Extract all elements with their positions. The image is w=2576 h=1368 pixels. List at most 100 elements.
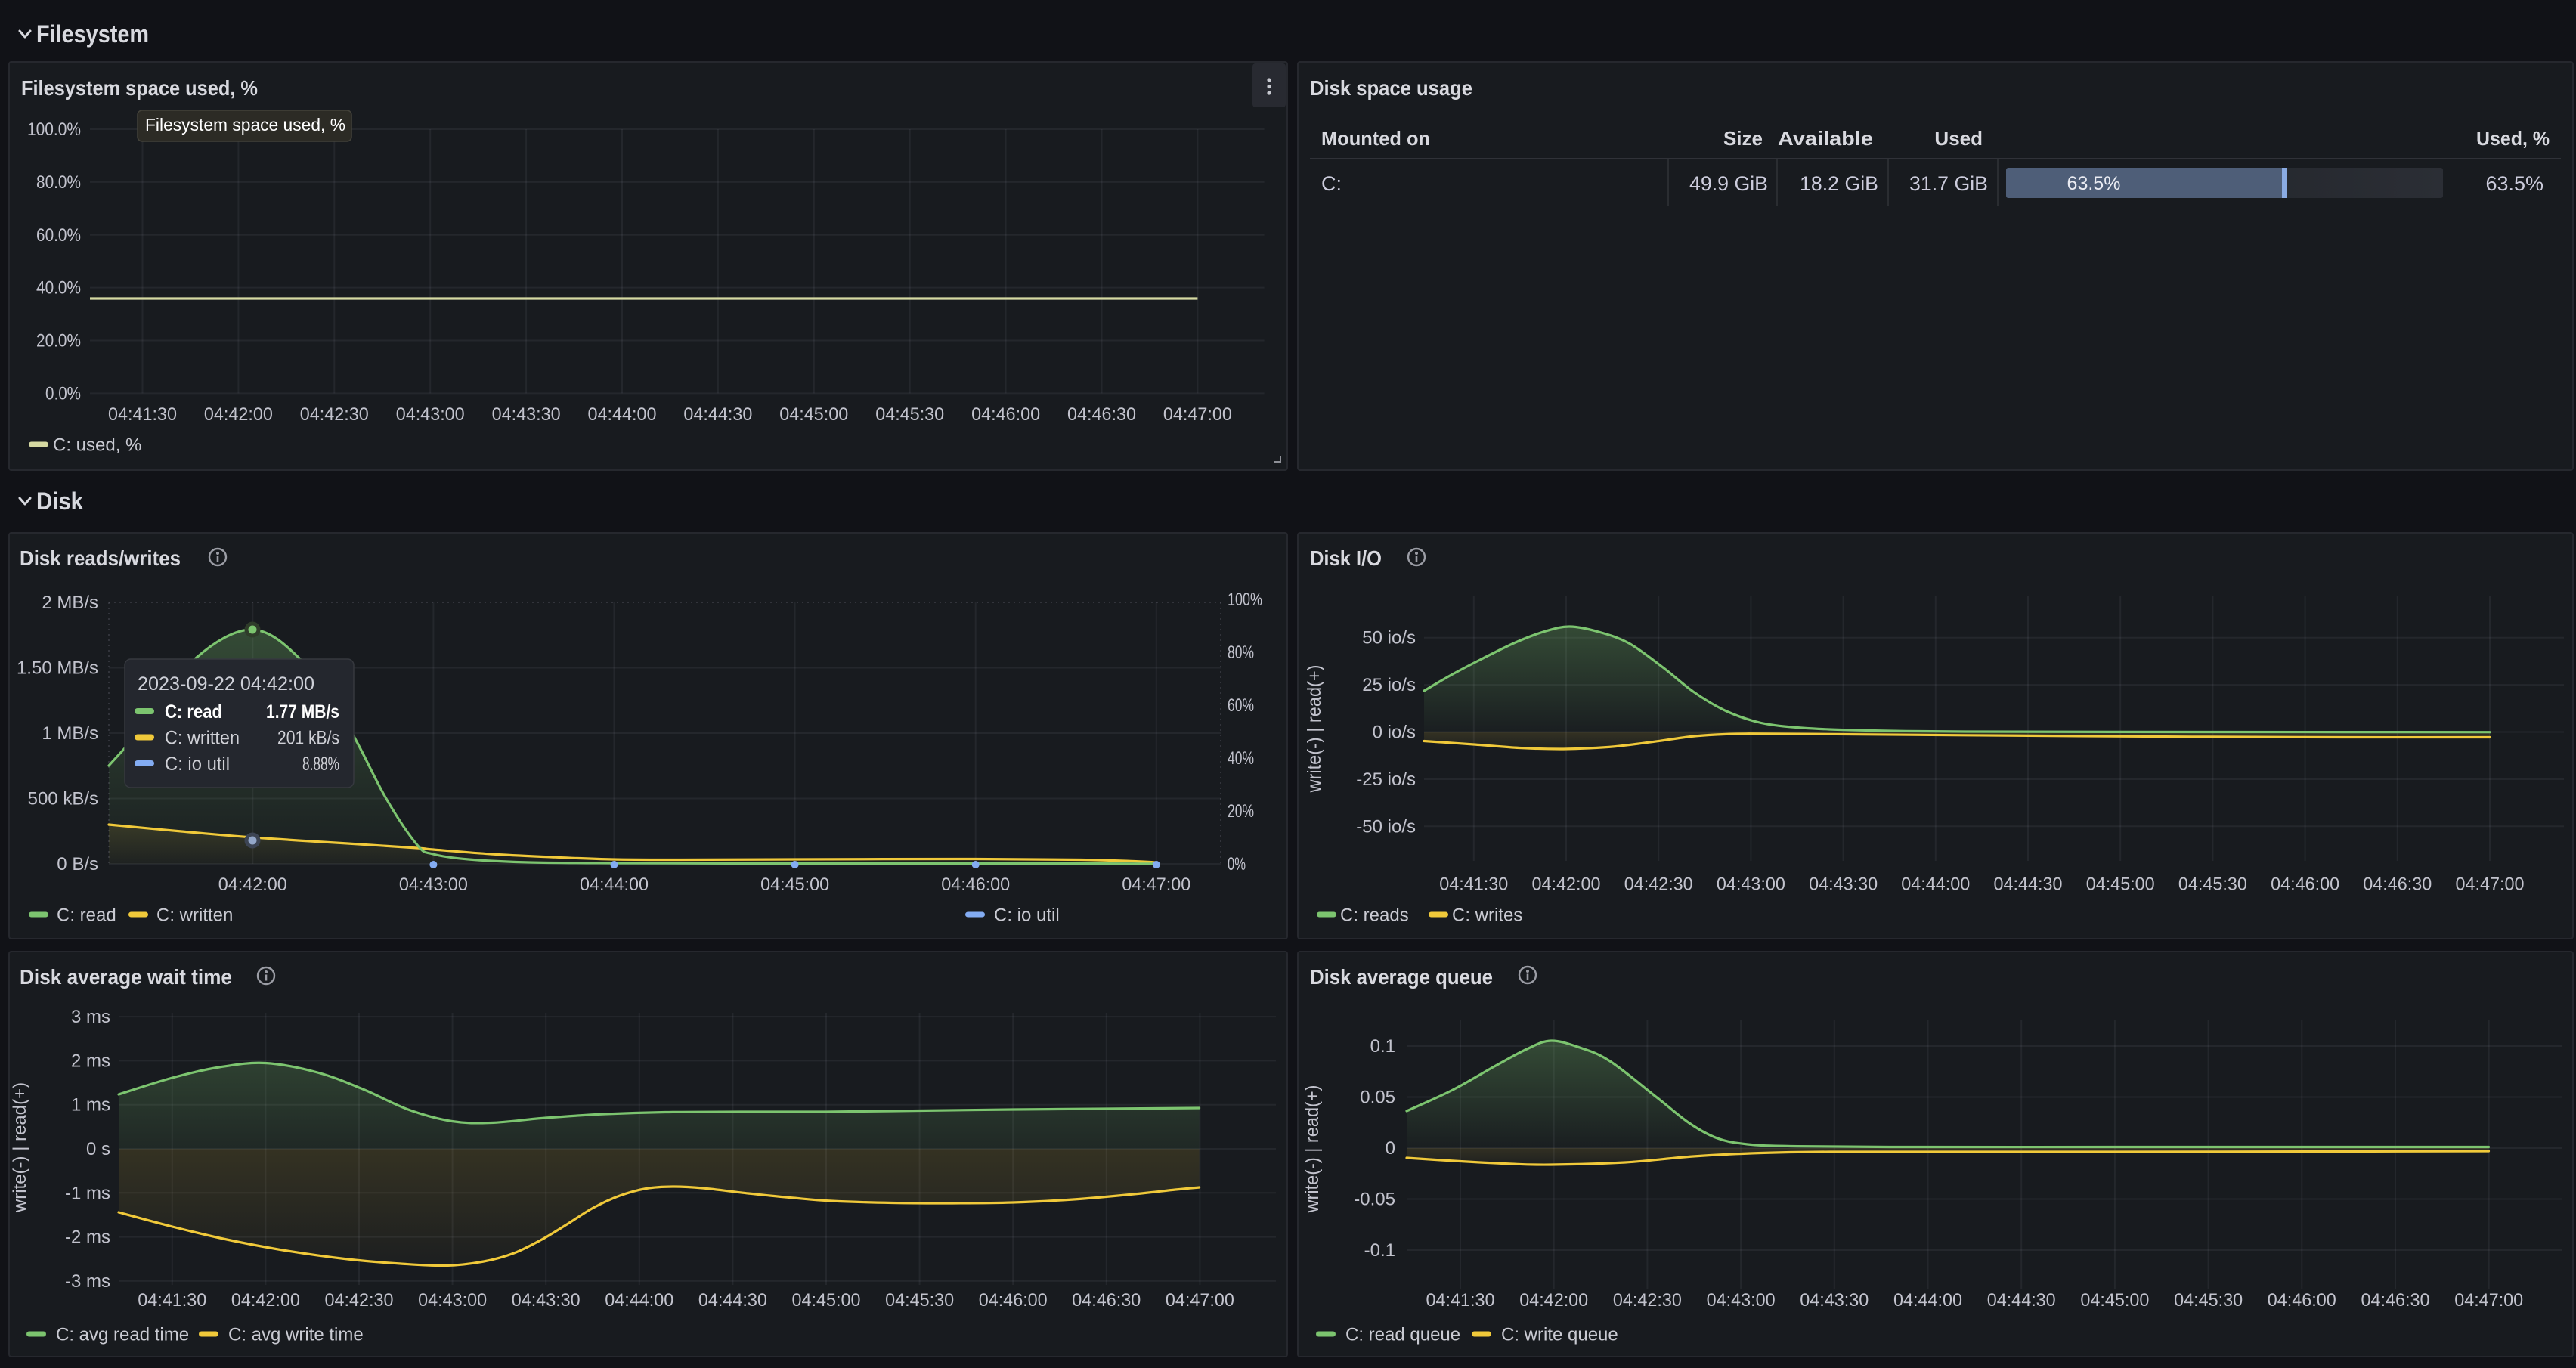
svg-text:2 MB/s: 2 MB/s (42, 593, 98, 613)
svg-text:500 kB/s: 500 kB/s (28, 789, 98, 809)
svg-text:04:42:30: 04:42:30 (1624, 874, 1693, 895)
svg-text:04:44:00: 04:44:00 (580, 874, 649, 895)
svg-text:Filesystem space used, %: Filesystem space used, % (21, 76, 258, 100)
svg-text:04:46:00: 04:46:00 (2268, 1290, 2336, 1311)
svg-text:04:44:00: 04:44:00 (1901, 874, 1970, 895)
svg-text:04:41:30: 04:41:30 (108, 404, 177, 425)
svg-text:04:44:30: 04:44:30 (698, 1290, 767, 1311)
svg-text:04:46:30: 04:46:30 (2361, 1290, 2430, 1311)
svg-text:04:46:30: 04:46:30 (1067, 404, 1136, 425)
svg-text:0 s: 0 s (86, 1139, 110, 1159)
svg-text:04:45:00: 04:45:00 (792, 1290, 861, 1311)
svg-text:80.0%: 80.0% (36, 172, 81, 193)
svg-text:write(-) | read(+): write(-) | read(+) (1302, 1085, 1323, 1214)
svg-text:Disk average wait time: Disk average wait time (20, 965, 232, 989)
svg-text:31.7 GiB: 31.7 GiB (1909, 172, 1988, 195)
svg-text:04:42:30: 04:42:30 (300, 404, 369, 425)
svg-text:1 MB/s: 1 MB/s (42, 723, 98, 744)
svg-text:04:42:30: 04:42:30 (325, 1290, 394, 1311)
svg-text:63.5%: 63.5% (2067, 173, 2121, 194)
svg-text:Used, %: Used, % (2476, 127, 2550, 150)
svg-text:04:42:00: 04:42:00 (1532, 874, 1601, 895)
svg-text:0.0%: 0.0% (45, 383, 81, 404)
svg-text:04:47:00: 04:47:00 (2456, 874, 2525, 895)
svg-text:04:43:30: 04:43:30 (1800, 1290, 1869, 1311)
svg-text:04:43:00: 04:43:00 (418, 1290, 487, 1311)
svg-text:C: read: C: read (57, 905, 116, 926)
svg-text:C:: C: (1321, 172, 1342, 195)
svg-text:04:44:30: 04:44:30 (1994, 874, 2063, 895)
svg-text:04:44:30: 04:44:30 (683, 404, 752, 425)
svg-text:04:45:00: 04:45:00 (2080, 1290, 2149, 1311)
svg-text:04:45:30: 04:45:30 (2178, 874, 2247, 895)
svg-text:04:44:30: 04:44:30 (1987, 1290, 2056, 1311)
svg-text:04:46:00: 04:46:00 (2271, 874, 2339, 895)
svg-text:100.0%: 100.0% (27, 119, 81, 140)
svg-text:Filesystem space used, %: Filesystem space used, % (145, 115, 345, 135)
svg-text:04:45:30: 04:45:30 (2174, 1290, 2243, 1311)
svg-text:04:41:30: 04:41:30 (1439, 874, 1508, 895)
svg-text:04:46:00: 04:46:00 (979, 1290, 1048, 1311)
svg-text:Mounted on: Mounted on (1321, 127, 1430, 150)
svg-text:2 ms: 2 ms (71, 1051, 110, 1071)
svg-text:04:41:30: 04:41:30 (138, 1290, 206, 1311)
svg-text:04:43:30: 04:43:30 (492, 404, 561, 425)
svg-text:04:43:00: 04:43:00 (399, 874, 468, 895)
svg-text:0 B/s: 0 B/s (57, 854, 98, 874)
svg-text:20.0%: 20.0% (36, 331, 81, 351)
svg-text:-0.05: -0.05 (1354, 1190, 1395, 1210)
svg-text:Disk: Disk (36, 487, 83, 515)
svg-text:C: io util: C: io util (165, 754, 230, 775)
svg-text:0%: 0% (1228, 854, 1246, 874)
svg-text:Size: Size (1723, 127, 1763, 150)
svg-text:04:42:00: 04:42:00 (204, 404, 273, 425)
svg-text:C: read: C: read (165, 701, 222, 723)
svg-text:18.2 GiB: 18.2 GiB (1800, 172, 1878, 195)
svg-text:-3 ms: -3 ms (65, 1271, 110, 1292)
svg-text:04:42:30: 04:42:30 (1613, 1290, 1682, 1311)
svg-text:04:45:00: 04:45:00 (760, 874, 829, 895)
svg-text:63.5%: 63.5% (2485, 172, 2543, 195)
svg-text:04:44:00: 04:44:00 (588, 404, 657, 425)
svg-text:100%: 100% (1228, 590, 1262, 610)
svg-text:write(-) | read(+): write(-) | read(+) (1304, 665, 1325, 794)
svg-text:C: avg write time: C: avg write time (228, 1325, 364, 1345)
svg-text:40.0%: 40.0% (36, 278, 81, 299)
svg-text:04:45:00: 04:45:00 (779, 404, 848, 425)
svg-text:Disk reads/writes: Disk reads/writes (20, 546, 181, 570)
svg-text:Disk I/O: Disk I/O (1310, 546, 1382, 570)
svg-text:-50 io/s: -50 io/s (1356, 816, 1416, 837)
svg-text:C: write queue: C: write queue (1501, 1325, 1618, 1345)
svg-text:04:46:30: 04:46:30 (1072, 1290, 1141, 1311)
svg-text:-25 io/s: -25 io/s (1356, 769, 1416, 790)
svg-text:04:43:00: 04:43:00 (1707, 1290, 1776, 1311)
svg-text:Available: Available (1778, 127, 1873, 150)
svg-text:04:42:00: 04:42:00 (218, 874, 287, 895)
svg-text:C: written: C: written (165, 728, 240, 749)
svg-text:C: read queue: C: read queue (1345, 1325, 1460, 1345)
svg-text:3 ms: 3 ms (71, 1007, 110, 1027)
svg-text:1.50 MB/s: 1.50 MB/s (17, 658, 98, 679)
svg-text:25 io/s: 25 io/s (1362, 675, 1416, 695)
svg-text:04:42:00: 04:42:00 (1519, 1290, 1588, 1311)
svg-text:04:43:00: 04:43:00 (1717, 874, 1785, 895)
svg-text:Used: Used (1934, 127, 1983, 150)
svg-text:04:44:00: 04:44:00 (1893, 1290, 1962, 1311)
svg-text:04:43:00: 04:43:00 (396, 404, 465, 425)
svg-text:04:47:00: 04:47:00 (1122, 874, 1190, 895)
svg-text:write(-) | read(+): write(-) | read(+) (10, 1082, 30, 1213)
svg-text:0.1: 0.1 (1370, 1036, 1395, 1057)
svg-text:Disk space usage: Disk space usage (1310, 76, 1472, 100)
svg-text:1.77 MB/s: 1.77 MB/s (266, 701, 339, 723)
svg-text:-0.1: -0.1 (1364, 1240, 1395, 1261)
svg-text:Disk average queue: Disk average queue (1310, 965, 1493, 989)
svg-text:50 io/s: 50 io/s (1362, 628, 1416, 648)
svg-text:60.0%: 60.0% (36, 225, 81, 246)
svg-text:04:43:30: 04:43:30 (512, 1290, 581, 1311)
svg-text:49.9 GiB: 49.9 GiB (1689, 172, 1768, 195)
svg-text:04:45:00: 04:45:00 (2086, 874, 2155, 895)
svg-text:-1 ms: -1 ms (65, 1183, 110, 1203)
svg-text:04:42:00: 04:42:00 (231, 1290, 300, 1311)
svg-text:04:41:30: 04:41:30 (1426, 1290, 1495, 1311)
svg-text:C: writes: C: writes (1452, 905, 1522, 926)
